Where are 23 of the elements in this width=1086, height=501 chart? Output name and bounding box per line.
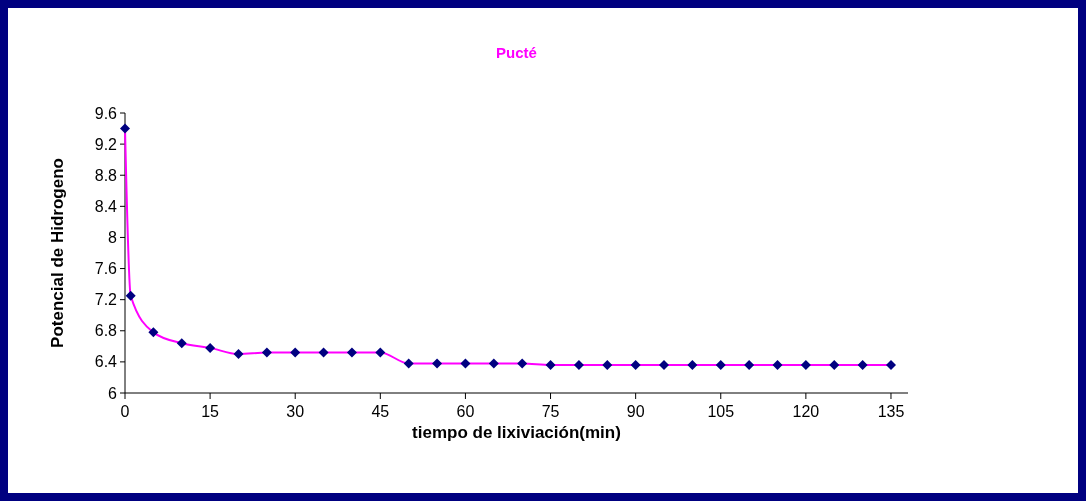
x-tick-label: 105 xyxy=(707,403,735,420)
x-tick-label: 120 xyxy=(792,403,820,420)
y-tick-label: 8.8 xyxy=(94,166,118,184)
x-tick-label: 90 xyxy=(626,403,645,420)
x-tick-label: 45 xyxy=(371,403,390,420)
x-tick-label: 30 xyxy=(286,403,305,420)
y-tick-label: 7.2 xyxy=(94,291,118,309)
y-tick-label: 6 xyxy=(108,384,118,402)
chart-title: Pucté xyxy=(496,44,537,61)
x-tick-label: 135 xyxy=(877,403,905,420)
x-tick-label: 75 xyxy=(541,403,560,420)
y-tick-label: 8 xyxy=(108,229,118,247)
y-tick-label: 6.4 xyxy=(94,353,118,371)
y-tick-label: 8.4 xyxy=(94,197,118,215)
x-tick-label: 60 xyxy=(456,403,475,420)
y-axis-title: Potencial de Hidrogeno xyxy=(48,158,67,348)
x-tick-label: 0 xyxy=(120,403,130,420)
x-axis-title: tiempo de lixiviación(min) xyxy=(412,423,621,442)
y-tick-label: 9.6 xyxy=(94,104,118,122)
x-tick-label: 15 xyxy=(201,403,220,420)
y-tick-label: 6.8 xyxy=(94,322,118,340)
y-tick-label: 7.6 xyxy=(94,260,118,278)
y-tick-label: 9.2 xyxy=(94,135,118,153)
